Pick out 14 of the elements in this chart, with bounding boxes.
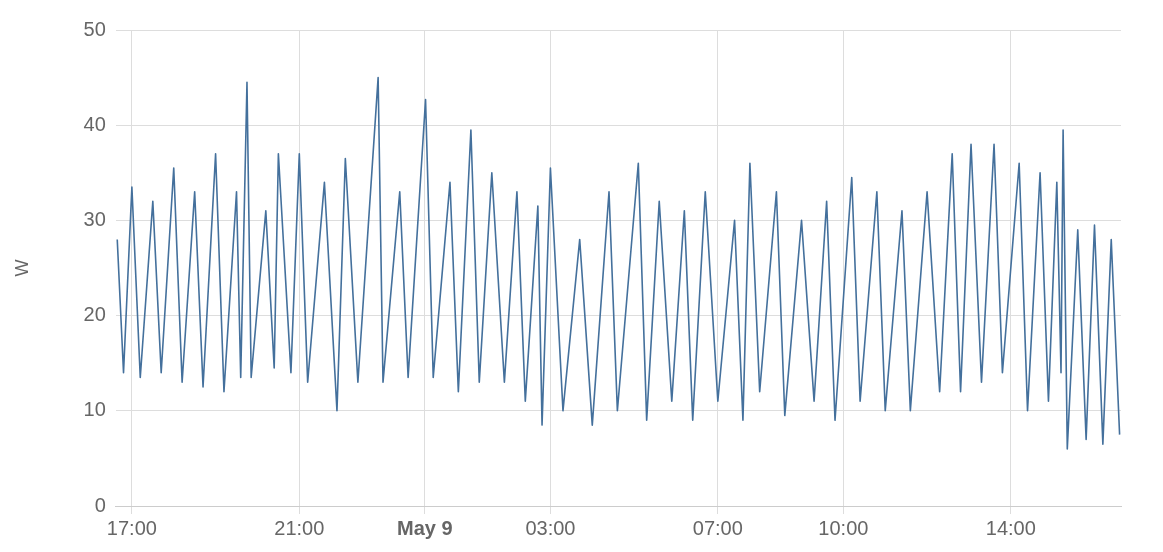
x-tick-label: 14:00 <box>985 516 1036 539</box>
y-tick-label: 10 <box>83 398 106 421</box>
y-axis-title: W <box>11 259 32 277</box>
y-tick-label: 30 <box>83 207 106 230</box>
x-tick-label: 21:00 <box>274 516 325 539</box>
y-tick-label: 20 <box>83 303 106 326</box>
y-tick-label: 50 <box>83 17 106 40</box>
x-tick-label: 10:00 <box>818 516 869 539</box>
x-tick-label: 07:00 <box>692 516 743 539</box>
x-tick-label: 03:00 <box>525 516 576 539</box>
y-tick-label: 0 <box>94 493 106 516</box>
x-tick-label: 17:00 <box>106 516 157 539</box>
x-tick-label: May 9 <box>397 516 453 539</box>
y-tick-label: 40 <box>83 112 106 135</box>
